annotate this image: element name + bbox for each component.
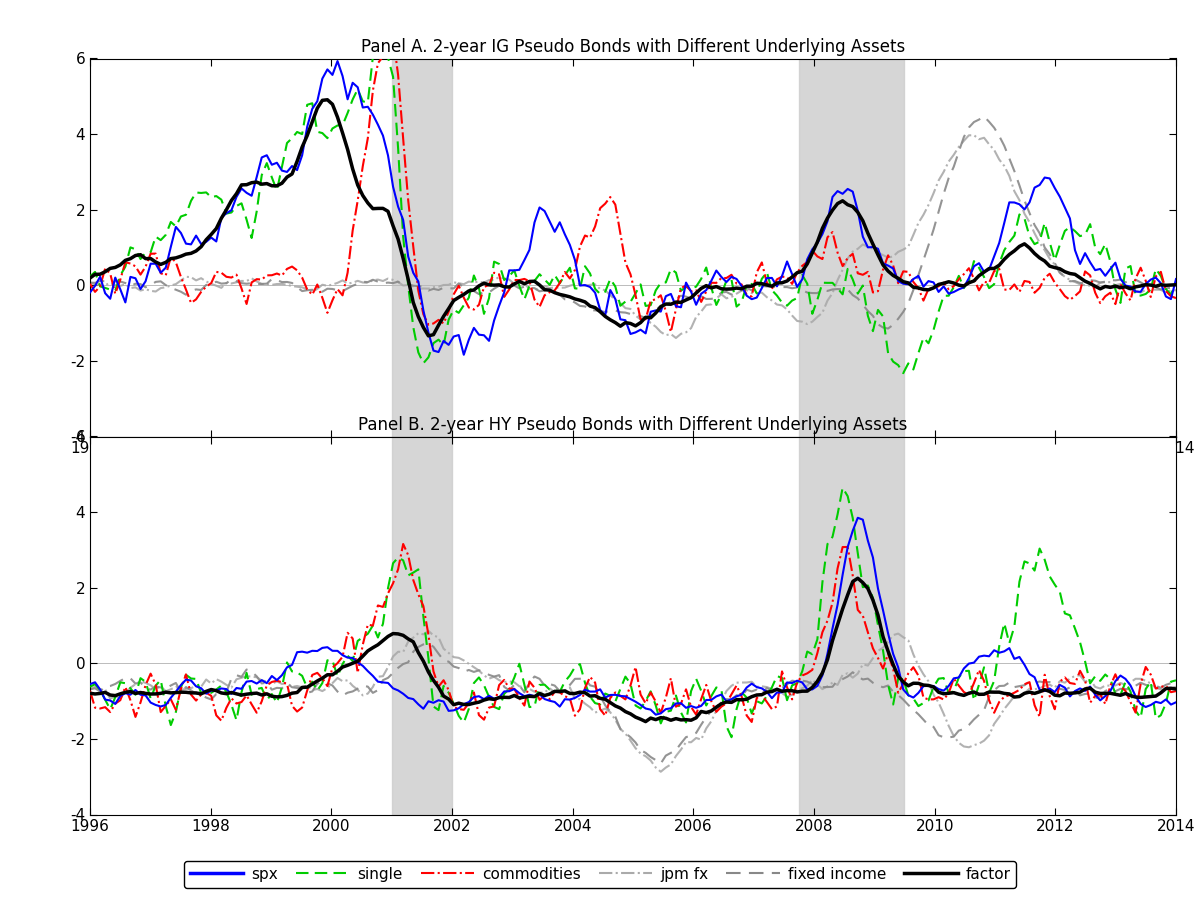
Legend: spx, single, commodities, jpm fx, fixed income, factor: spx, single, commodities, jpm fx, fixed …: [184, 860, 1016, 888]
Bar: [799, 436, 905, 814]
Bar: [391, 436, 452, 814]
Bar: [799, 58, 905, 436]
Bar: [391, 58, 452, 436]
Title: Panel A. 2-year IG Pseudo Bonds with Different Underlying Assets: Panel A. 2-year IG Pseudo Bonds with Dif…: [361, 38, 905, 56]
Title: Panel B. 2-year HY Pseudo Bonds with Different Underlying Assets: Panel B. 2-year HY Pseudo Bonds with Dif…: [359, 416, 907, 434]
